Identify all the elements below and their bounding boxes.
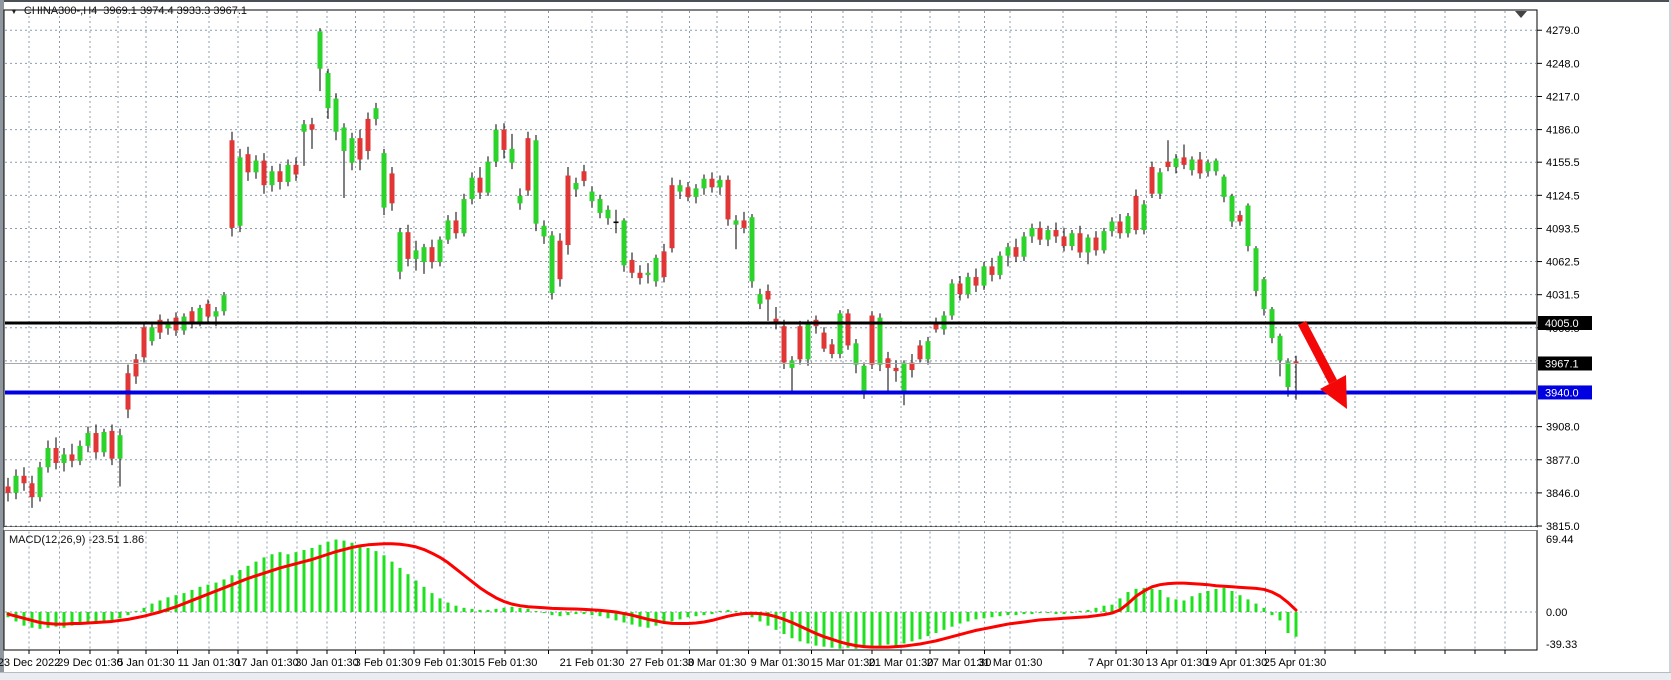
time-axis-label: 7 Apr 01:30: [1088, 657, 1144, 669]
price-axis-label: 4155.5: [1546, 157, 1580, 169]
time-axis-label: 27 Feb 01:30: [630, 657, 695, 669]
macd-axis[interactable]: 69.44 0.00 -39.33: [1546, 534, 1577, 651]
price-axis-label: 4093.5: [1546, 223, 1580, 235]
macd-pane[interactable]: [3, 530, 1538, 651]
chart-shift-marker[interactable]: [1515, 11, 1527, 18]
price-tag: [1538, 356, 1592, 371]
time-axis-label: 21 Mar 01:30: [869, 657, 934, 669]
time-axis-label: 15 Mar 01:30: [811, 657, 876, 669]
price-axis[interactable]: 4279.0 4248.0 4217.0 4186.0 4155.5 4124.5 4093…: [1537, 25, 1592, 533]
pane-separator[interactable]: [4, 527, 1537, 531]
price-pane[interactable]: [3, 9, 1538, 528]
price-axis-label: 4217.0: [1546, 91, 1580, 103]
time-axis-label: 30 Jan 01:30: [295, 657, 359, 669]
price-tag-label: 3967.1: [1545, 358, 1579, 370]
time-axis-label: 25 Apr 01:30: [1264, 657, 1326, 669]
symbol-period-label: CHINA300-,H4: [23, 5, 98, 17]
time-axis-label: 9 Mar 01:30: [751, 657, 810, 669]
price-tag: [1538, 385, 1592, 400]
macd-signal-line: [6, 542, 1298, 649]
time-axis-label: 5 Jan 01:30: [117, 657, 175, 669]
ohlc-readout: 3969.1 3974.4 3933.3 3967.1: [103, 5, 248, 17]
time-axis-label: 29 Dec 01:30: [57, 657, 122, 669]
price-axis-label: 4279.0: [1546, 25, 1580, 37]
price-axis-label: 4186.0: [1546, 125, 1580, 137]
time-axis-label: 21 Feb 01:30: [560, 657, 625, 669]
time-axis-label: 9 Feb 01:30: [415, 657, 474, 669]
time-axis-label: 15 Feb 01:30: [473, 657, 538, 669]
price-axis-label: 3877.0: [1546, 455, 1580, 467]
time-axis-label: 11 Jan 01:30: [178, 657, 241, 669]
time-axis-label: 13 Apr 01:30: [1146, 657, 1208, 669]
macd-axis-label: 0.00: [1546, 607, 1567, 619]
one-click-trading-expander-icon[interactable]: ▼: [10, 6, 18, 16]
price-axis-label: 4248.0: [1546, 58, 1580, 70]
price-tag-label: 3940.0: [1545, 387, 1579, 399]
macd-axis-label: -39.33: [1546, 639, 1577, 651]
candlesticks: [5, 28, 1299, 508]
price-tag: [1538, 316, 1592, 330]
price-tag-label: 4005.0: [1545, 318, 1579, 330]
price-axis-label: 4124.5: [1546, 190, 1580, 202]
trend-arrow[interactable]: [1298, 320, 1347, 409]
window-top-border: [0, 0, 1671, 2]
time-axis-label: 17 Jan 01:30: [235, 657, 299, 669]
window-left-border: [0, 0, 4, 680]
price-axis-label: 3846.0: [1546, 488, 1580, 500]
price-axis-label: 4062.5: [1546, 257, 1580, 269]
time-axis-label: 3 Feb 01:30: [355, 657, 414, 669]
time-axis-label: 31 Mar 01:30: [978, 657, 1043, 669]
macd-indicator-label: MACD(12,26,9) -23.51 1.86: [9, 534, 145, 546]
price-axis-label: 3815.0: [1546, 521, 1580, 533]
chart-title-bar: ▼ CHINA300-,H4 3969.1 3974.4 3933.3 3967…: [10, 5, 247, 17]
time-axis-label: 23 Dec 2022: [0, 657, 60, 669]
time-axis-label: 19 Apr 01:30: [1205, 657, 1267, 669]
macd-axis-label: 69.44: [1546, 534, 1574, 546]
window-bottom-strip: [0, 672, 1671, 680]
time-axis-label: 3 Mar 01:30: [688, 657, 747, 669]
price-axis-label: 3908.0: [1546, 422, 1580, 434]
price-axis-label: 4031.5: [1546, 290, 1580, 302]
window-right-border: [1669, 0, 1671, 680]
time-axis-label: 27 Mar 01:30: [927, 657, 992, 669]
